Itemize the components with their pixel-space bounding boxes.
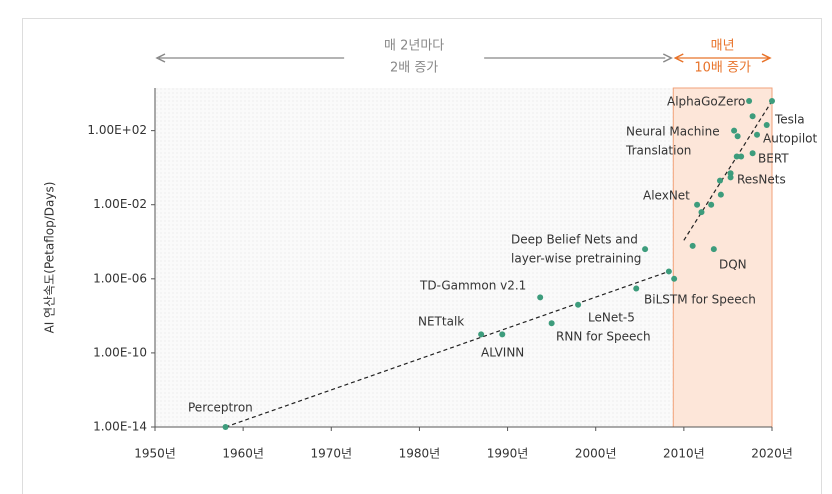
arrow-head [673,53,684,63]
point-label: LeNet-5 [588,311,635,325]
point-label: Neural Machine [626,125,720,139]
y-tick-label: 1.00E+02 [87,123,147,137]
x-tick-label: 2010년 [663,447,705,461]
point-label: ResNets [737,173,786,187]
data-point [694,201,701,208]
data-point [749,150,756,157]
data-point [548,320,555,327]
y-tick-label: 1.00E-06 [93,271,147,285]
data-point [727,170,734,177]
x-tick-label: 2000년 [575,447,617,461]
period-region [155,88,674,427]
arrow-head [155,53,166,63]
data-point [733,153,740,160]
point-label: BiLSTM for Speech [644,293,756,307]
x-tick-label: 1960년 [222,447,264,461]
data-point [746,97,753,104]
point-label: Perceptron [188,401,253,415]
x-tick-label: 1990년 [487,447,529,461]
y-tick-label: 1.00E-02 [93,197,147,211]
point-label: BERT [758,152,789,166]
arrow-head [761,53,772,63]
data-point [754,131,761,138]
data-point [727,174,734,181]
data-point [642,246,649,253]
data-point [734,133,741,140]
point-label: Deep Belief Nets and [511,233,638,247]
data-point [689,242,696,249]
x-tick-label: 2020년 [751,447,793,461]
period-label: 10배 증가 [694,61,751,76]
y-tick-label: 1.00E-14 [93,420,147,434]
data-point [749,113,756,120]
data-point [763,122,770,129]
data-point [738,153,745,160]
trend-line [225,270,670,428]
point-label: TD-Gammon v2.1 [419,279,526,293]
data-point [717,191,724,198]
point-label: DQN [719,258,747,272]
period-region [672,87,773,428]
data-point [698,209,705,216]
point-label: Autopilot [763,132,817,146]
point-label: Tesla [774,113,805,127]
period-label: 2배 증가 [390,61,438,76]
data-point [731,127,738,134]
point-label: Translation [625,144,691,158]
point-label: RNN for Speech [556,330,651,344]
data-point [708,201,715,208]
data-point [633,285,640,292]
data-point [575,301,582,308]
point-label: layer-wise pretraining [511,252,641,266]
data-point [716,177,723,184]
period-label: 매년 [711,39,735,54]
data-point [710,246,717,253]
data-point [769,97,775,104]
y-axis-label: AI 연산속도(Petaflop/Days) [43,182,57,334]
point-label: ALVINN [481,346,524,360]
frame [22,18,822,494]
point-label: NETtalk [418,315,464,329]
arrow-head [662,53,673,63]
data-point [665,268,672,275]
data-point [222,424,229,430]
x-tick-label: 1950년 [134,447,176,461]
x-tick-label: 1980년 [399,447,441,461]
x-tick-label: 1970년 [310,447,352,461]
point-label: AlexNet [643,189,690,203]
point-label: AlphaGoZero [667,95,745,109]
data-point [499,331,506,338]
data-point [671,275,678,282]
period-label: 매 2년마다 [384,39,444,54]
y-tick-label: 1.00E-10 [93,345,147,359]
data-point [478,331,485,338]
data-point [537,294,544,301]
